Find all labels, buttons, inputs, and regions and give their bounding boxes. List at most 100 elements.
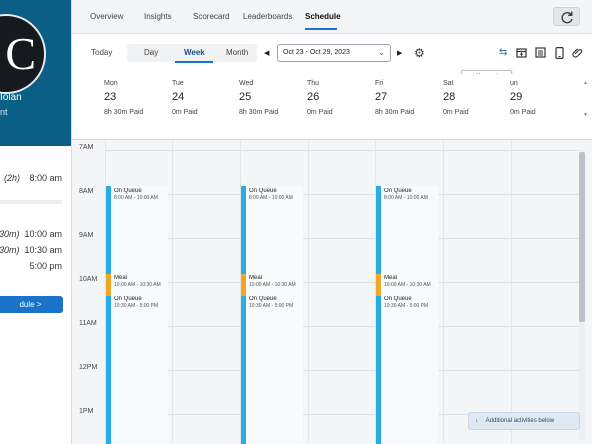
activity-time: 10:00 AM - 10:30 AM	[249, 282, 296, 288]
date-range-select[interactable]: Oct 23 - Oct 29, 2023 ⌄	[277, 44, 391, 62]
summary-time: 10:00 am	[24, 229, 62, 239]
shift-fri[interactable]: On Queue 8:00 AM - 10:00 AM Meal 10:00 A…	[376, 186, 438, 444]
activity-on-queue[interactable]: On Queue 10:30 AM - 5:00 PM	[111, 296, 168, 444]
day-divider	[511, 140, 512, 444]
active-tab-indicator	[305, 28, 337, 30]
shift-trades-icon[interactable]: ⇆	[499, 47, 508, 58]
day-column-fri[interactable]: Fri 27 8h 30m Paid	[375, 80, 414, 116]
activity-time: 8:00 AM - 10:00 AM	[384, 195, 428, 201]
activity-on-queue[interactable]: On Queue 8:00 AM - 10:00 AM	[381, 188, 438, 274]
day-column-sun[interactable]: un 29 0m Paid	[510, 80, 536, 116]
activity-title: On Queue	[384, 188, 412, 194]
view-schedule-button[interactable]: dule >	[0, 296, 63, 313]
tab-schedule[interactable]: Schedule	[305, 12, 341, 21]
today-button[interactable]: Today	[91, 48, 113, 57]
day-column-sat[interactable]: Sat 28 0m Paid	[443, 80, 469, 116]
summary-time: 8:00 am	[29, 173, 62, 183]
refresh-button[interactable]	[553, 7, 580, 26]
view-day-button[interactable]: Day	[144, 48, 159, 57]
day-paid-hours: 8h 30m Paid	[239, 109, 279, 116]
day-paid-hours: 0m Paid	[307, 109, 333, 116]
day-column-thu[interactable]: Thu 26 0m Paid	[307, 80, 333, 116]
day-paid-hours: 8h 30m Paid	[375, 109, 415, 116]
hour-line	[105, 326, 580, 327]
arrow-down-icon: ↓	[475, 418, 478, 424]
phone-icon	[555, 47, 564, 60]
activity-time: 10:30 AM - 5:00 PM	[114, 303, 159, 309]
day-number: 27	[375, 91, 388, 103]
activity-title: Meal	[114, 275, 128, 281]
prev-week-icon[interactable]: ◀	[264, 50, 270, 57]
day-column-wed[interactable]: Wed 25 8h 30m Paid	[239, 80, 278, 116]
summary-time: 10:30 am	[24, 245, 62, 255]
list-icon[interactable]	[535, 47, 546, 62]
day-name: un	[510, 80, 518, 87]
calendar-icon	[516, 48, 527, 58]
meal-indicator	[241, 274, 246, 296]
view-week-button[interactable]: Week	[184, 48, 205, 57]
view-switcher	[127, 44, 257, 62]
gear-icon[interactable]: ⚙	[414, 46, 425, 60]
hour-line	[105, 282, 580, 283]
tab-insights[interactable]: Insights	[144, 12, 172, 21]
grid-scrollbar-thumb[interactable]	[579, 152, 585, 322]
summary-duration: 30m)	[0, 245, 20, 255]
tab-leaderboards[interactable]: Leaderboards	[243, 12, 293, 21]
meal-indicator	[106, 274, 111, 296]
day-divider	[443, 140, 444, 444]
activity-title: Meal	[384, 275, 398, 281]
day-column-mon[interactable]: Mon 23 8h 30m Paid	[104, 80, 143, 116]
day-name: Fri	[375, 80, 384, 87]
calendar-add-icon[interactable]	[516, 47, 527, 62]
next-week-icon[interactable]: ▶	[397, 50, 403, 57]
day-number: 29	[510, 91, 523, 103]
day-number: 25	[239, 91, 252, 103]
day-paid-hours: 8h 30m Paid	[104, 109, 144, 116]
activity-meal[interactable]: Meal 10:00 AM - 10:30 AM	[246, 275, 303, 295]
hour-line	[105, 370, 580, 371]
hour-label: 1PM	[79, 408, 94, 415]
hour-label: 8AM	[79, 188, 94, 195]
activity-title: On Queue	[384, 296, 412, 302]
activity-time: 10:30 AM - 5:00 PM	[249, 303, 294, 309]
schedule-grid: 7AM 8AM 9AM 10AM 11AM 12PM 1PM On Queue …	[72, 140, 592, 444]
view-month-button[interactable]: Month	[226, 48, 249, 57]
activity-on-queue[interactable]: On Queue 8:00 AM - 10:00 AM	[111, 188, 168, 274]
day-name: Tue	[172, 80, 184, 87]
day-number: 24	[172, 91, 185, 103]
top-nav: Overview Insights Scorecard Leaderboards…	[72, 0, 592, 34]
hour-label: 7AM	[79, 144, 94, 151]
avatar-letter: C	[5, 28, 36, 79]
activity-on-queue[interactable]: On Queue 10:30 AM - 5:00 PM	[246, 296, 303, 444]
summary-time: 5:00 pm	[29, 261, 62, 271]
hour-label: 12PM	[79, 364, 98, 371]
activity-on-queue[interactable]: On Queue 10:30 AM - 5:00 PM	[381, 296, 438, 444]
agent-role: nt	[0, 107, 8, 117]
day-paid-hours: 0m Paid	[443, 109, 469, 116]
header-scroll-down-icon[interactable]: ▼	[583, 112, 588, 118]
day-name: Thu	[307, 80, 320, 87]
refresh-icon	[561, 11, 573, 24]
shift-wed[interactable]: On Queue 8:00 AM - 10:00 AM Meal 10:00 A…	[241, 186, 303, 444]
schedule-toolbar: Today Day Week Month ◀ Oct 23 - Oct 29, …	[72, 34, 592, 86]
header-scroll-up-icon[interactable]: ▲	[583, 80, 588, 86]
shift-mon[interactable]: On Queue 8:00 AM - 10:00 AM Meal 10:00 A…	[106, 186, 168, 444]
activity-on-queue[interactable]: On Queue 8:00 AM - 10:00 AM	[246, 188, 303, 274]
activity-meal[interactable]: Meal 10:00 AM - 10:30 AM	[381, 275, 438, 295]
avatar: C	[0, 14, 46, 94]
additional-activities-button[interactable]: ↓ Additional activities below	[468, 412, 580, 430]
day-paid-hours: 0m Paid	[510, 109, 536, 116]
mobile-icon[interactable]	[555, 47, 564, 63]
activity-meal[interactable]: Meal 10:00 AM - 10:30 AM	[111, 275, 168, 295]
day-column-tue[interactable]: Tue 24 0m Paid	[172, 80, 198, 116]
link-icon[interactable]	[572, 47, 583, 62]
activity-time: 10:00 AM - 10:30 AM	[384, 282, 431, 288]
day-number: 26	[307, 91, 320, 103]
hour-label: 9AM	[79, 232, 94, 239]
tab-overview[interactable]: Overview	[90, 12, 124, 21]
activity-title: Meal	[249, 275, 263, 281]
summary-duration: 30m)	[0, 229, 20, 239]
hour-line	[105, 194, 580, 195]
day-paid-hours: 0m Paid	[172, 109, 198, 116]
tab-scorecard[interactable]: Scorecard	[193, 12, 230, 21]
